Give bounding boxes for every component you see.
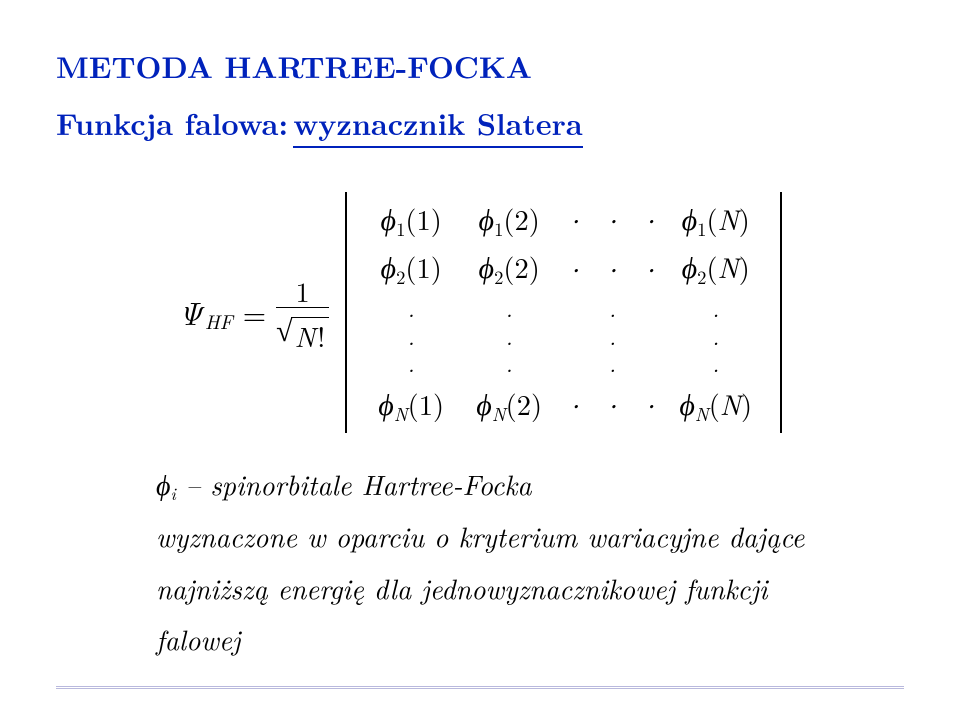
matrix-vdots-row: ... ... ... ... xyxy=(365,294,762,379)
matrix-row-1: ϕ1(1) ϕ1(2) · · · ϕ1(N) xyxy=(365,198,762,242)
footer-rule xyxy=(56,686,904,689)
psi-symbol: Ψ xyxy=(178,297,203,329)
subtitle-lead: Funkcja falowa: xyxy=(56,101,288,144)
fraction-denominator: √ N! xyxy=(276,308,329,352)
subtitle-underlined: wyznacznik Slatera xyxy=(293,101,582,148)
det-right-bar xyxy=(780,192,782,433)
vdots: ... xyxy=(670,294,762,379)
cdots: · · · xyxy=(561,383,664,427)
description-line-1: ϕi – spinorbitale Hartree-Focka xyxy=(156,459,854,511)
matrix-row-n: ϕN(1) ϕN(2) · · · ϕN(N) xyxy=(365,383,762,427)
vdots: ... xyxy=(463,294,555,379)
determinant-matrix: ϕ1(1) ϕ1(2) · · · ϕ1(N) ϕ2(1) ϕ2(2) · · … xyxy=(359,194,768,431)
main-title: METODA HARTREE-FOCKA xyxy=(56,44,904,87)
subtitle: Funkcja falowa: wyznacznik Slatera xyxy=(56,101,904,148)
cdots: · · · xyxy=(561,246,664,290)
vdots: ... xyxy=(365,294,457,379)
sqrt-arg: N! xyxy=(291,317,330,352)
normalization-fraction: 1 √ N! xyxy=(276,273,329,352)
title-text: METODA HARTREE-FOCKA xyxy=(56,44,532,87)
hf-equation: ΨHF = 1 √ N! ϕ1(1) ϕ1(2) · · · ϕ1(N) xyxy=(56,192,904,433)
matrix-row-2: ϕ2(1) ϕ2(2) · · · ϕ2(N) xyxy=(365,246,762,290)
description-line-3: najniższą energię dla jednowyznacznikowe… xyxy=(156,563,854,667)
cdots: · · · xyxy=(561,198,664,242)
vdots: ... xyxy=(561,294,664,379)
fraction-numerator: 1 xyxy=(276,273,329,308)
det-left-bar xyxy=(345,192,347,433)
psi-subscript: HF xyxy=(205,311,233,331)
description-line-2: wyznaczone w oparciu o kryterium wariacy… xyxy=(156,511,854,563)
slater-determinant: ϕ1(1) ϕ1(2) · · · ϕ1(N) ϕ2(1) ϕ2(2) · · … xyxy=(345,192,782,433)
equals-sign: = xyxy=(243,298,266,328)
description-block: ϕi – spinorbitale Hartree-Focka wyznaczo… xyxy=(56,459,904,666)
